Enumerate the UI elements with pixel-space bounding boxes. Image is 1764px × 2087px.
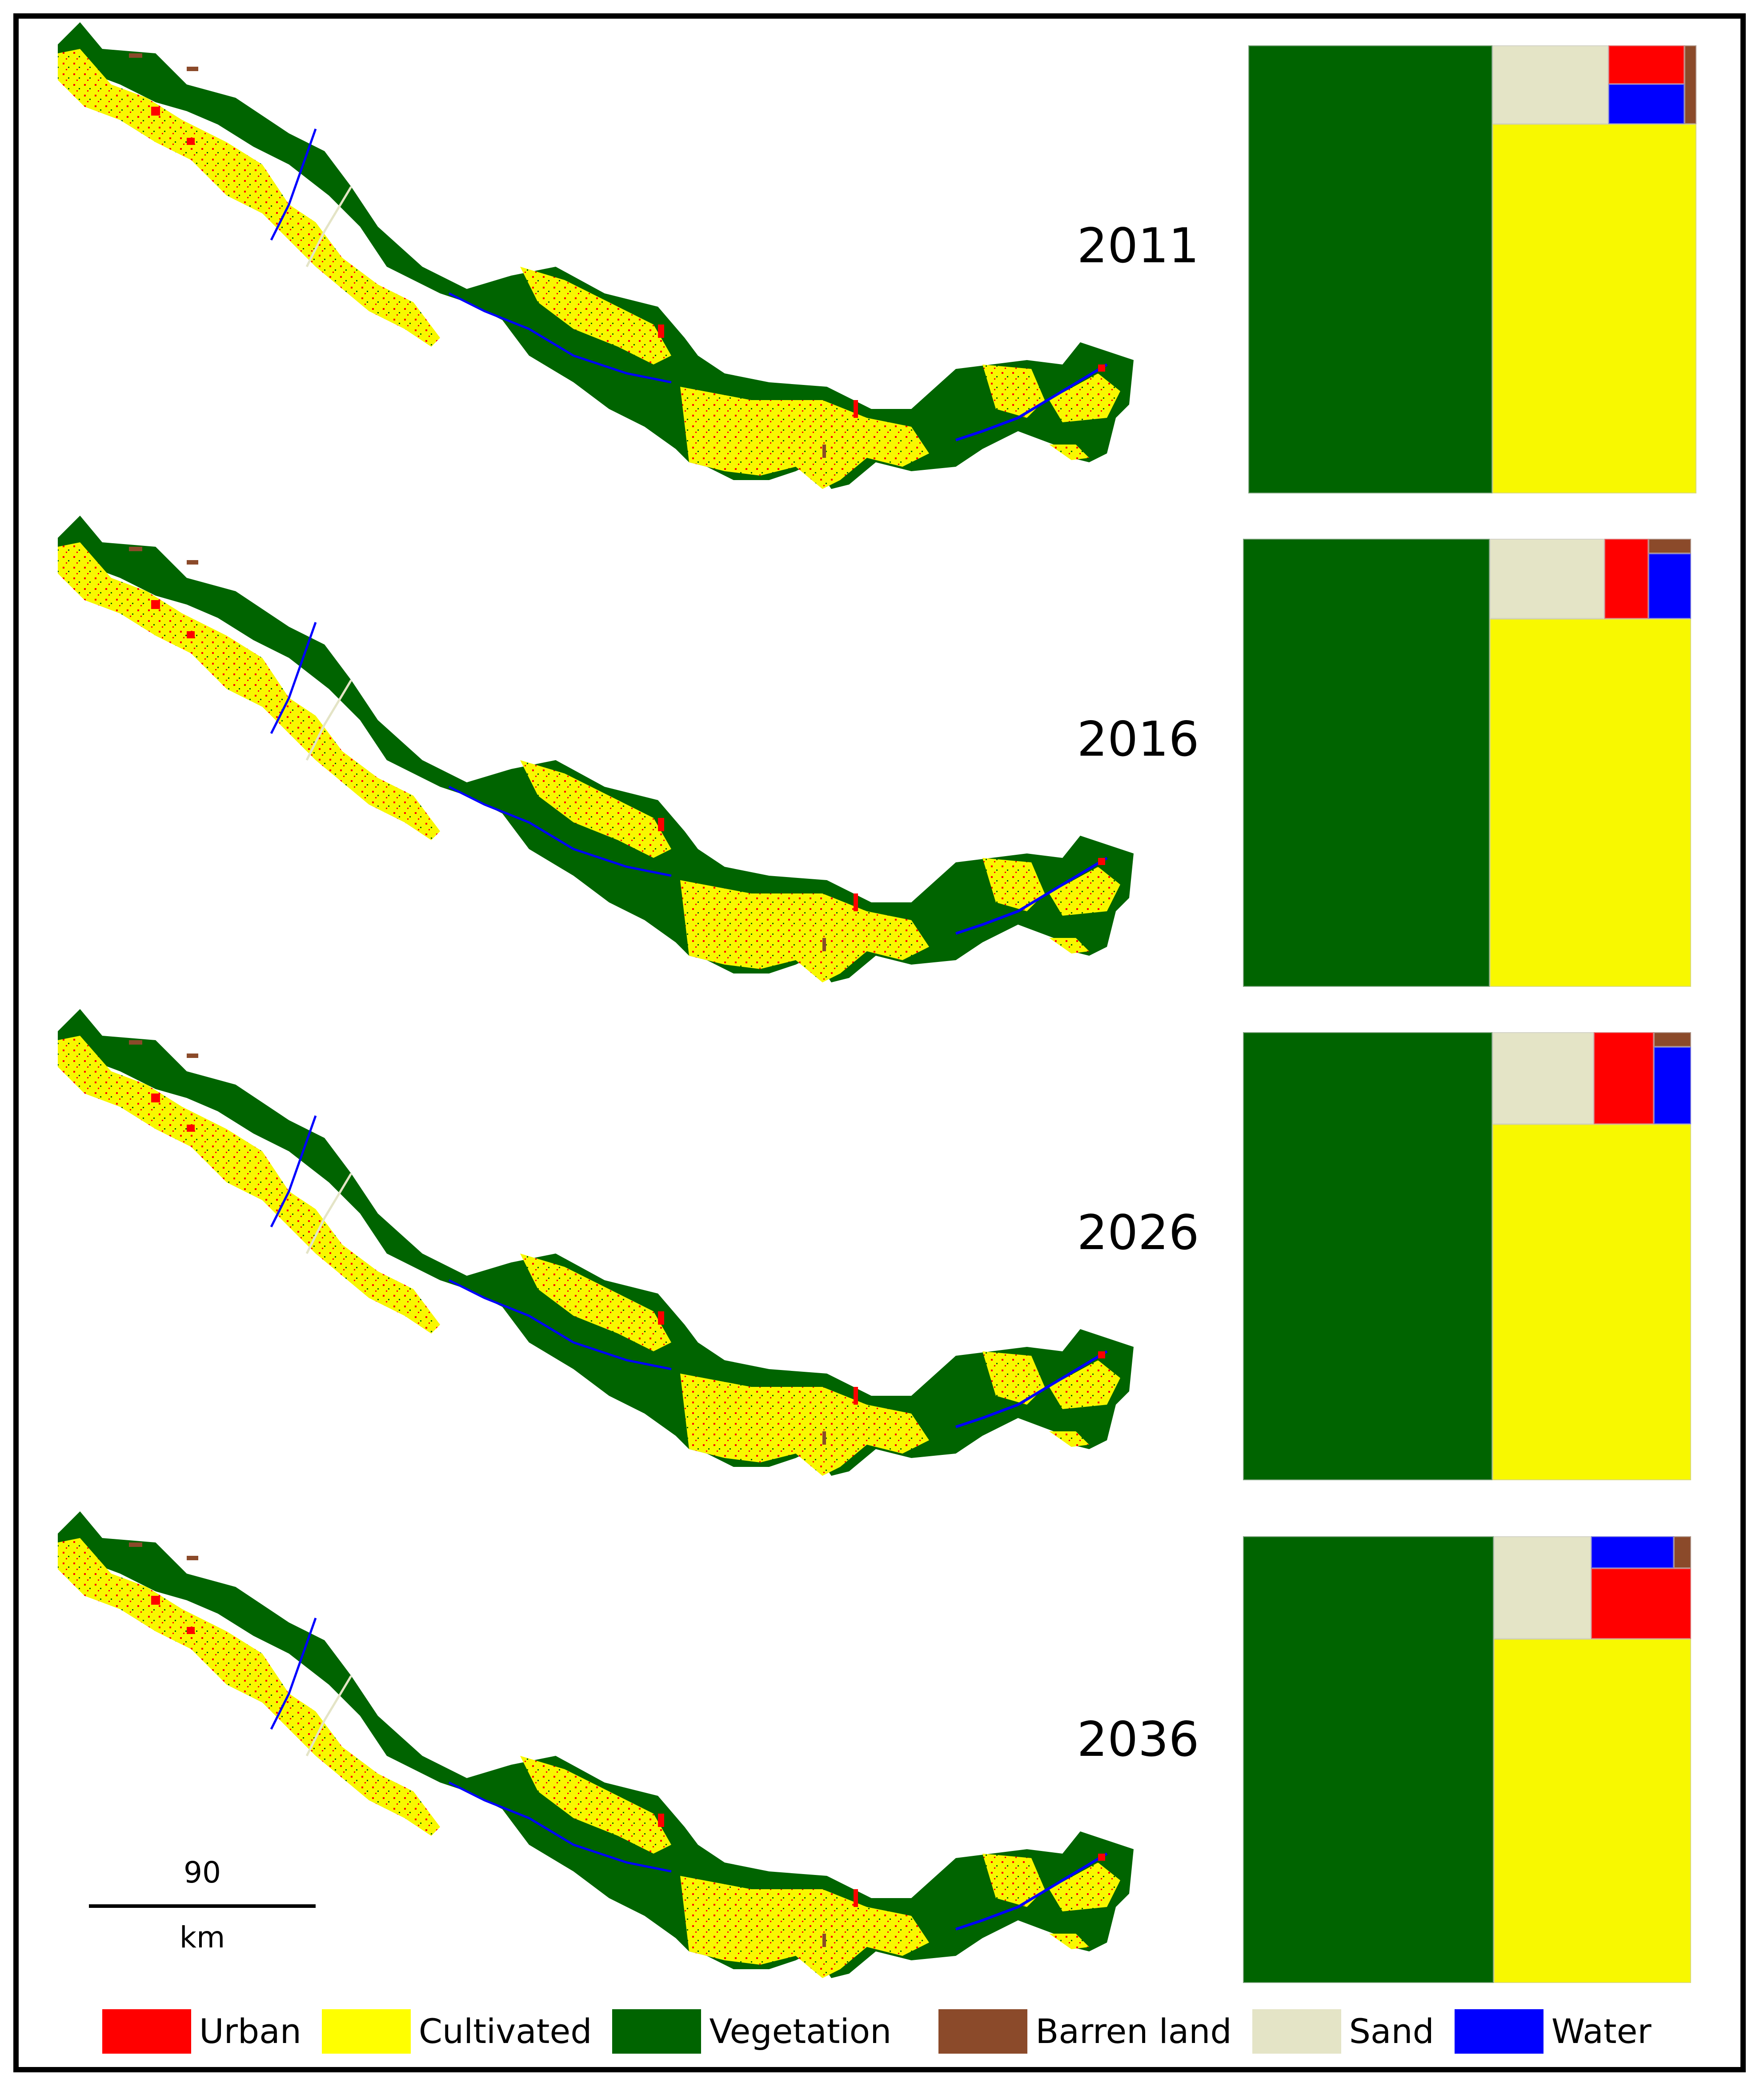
- treemap-2036: [1243, 1536, 1691, 1983]
- treemap-2026: [1243, 1032, 1691, 1480]
- treemap-cell-cultivated: [1492, 124, 1696, 493]
- lulc-map-2016: [40, 511, 1205, 1013]
- legend-item-sand: Sand: [1252, 2009, 1434, 2054]
- treemap-cell-sand: [1492, 1032, 1594, 1124]
- legend: Urban Cultivated Vegetation Barren land …: [102, 2000, 1672, 2063]
- treemap-cell-water: [1654, 1047, 1691, 1124]
- legend-item-urban: Urban: [102, 2009, 301, 2054]
- treemap-cell-water: [1591, 1536, 1674, 1568]
- legend-swatch-vegetation: [612, 2009, 702, 2054]
- legend-label: Urban: [199, 2011, 301, 2051]
- treemap-cell-barren: [1684, 45, 1696, 124]
- legend-swatch-cultivated: [321, 2009, 411, 2054]
- treemap-cell-barren: [1674, 1536, 1691, 1568]
- legend-item-barren: Barren land: [938, 2009, 1232, 2054]
- lulc-map-2011: [40, 18, 1205, 520]
- treemap-cell-urban: [1594, 1032, 1654, 1124]
- treemap-cell-sand: [1494, 1536, 1591, 1639]
- legend-item-vegetation: Vegetation: [612, 2009, 891, 2054]
- legend-label: Barren land: [1035, 2011, 1232, 2051]
- scale-bar-line: [89, 1904, 316, 1908]
- treemap-cell-barren: [1648, 539, 1691, 553]
- treemap-cell-water: [1608, 84, 1684, 124]
- legend-label: Sand: [1349, 2011, 1434, 2051]
- treemap-cell-urban: [1604, 539, 1648, 619]
- legend-swatch-urban: [102, 2009, 191, 2054]
- treemap-2016: [1243, 539, 1691, 987]
- year-label: 2011: [1077, 218, 1199, 274]
- treemap-cell-vegetation: [1243, 539, 1490, 987]
- treemap-cell-cultivated: [1494, 1639, 1691, 1983]
- legend-swatch-water: [1454, 2009, 1544, 2054]
- year-label: 2016: [1077, 712, 1199, 767]
- treemap-cell-urban: [1608, 45, 1684, 84]
- treemap-cell-vegetation: [1243, 1536, 1494, 1983]
- legend-label: Cultivated: [418, 2011, 592, 2051]
- legend-label: Water: [1551, 2011, 1652, 2051]
- treemap-cell-water: [1648, 553, 1691, 619]
- treemap-cell-vegetation: [1248, 45, 1492, 493]
- treemap-cell-sand: [1490, 539, 1604, 619]
- treemap-cell-cultivated: [1492, 1124, 1691, 1480]
- legend-label: Vegetation: [709, 2011, 892, 2051]
- year-label: 2036: [1077, 1712, 1199, 1767]
- lulc-map-2026: [40, 1005, 1205, 1507]
- scale-bar-value: 90: [184, 1855, 221, 1890]
- treemap-cell-vegetation: [1243, 1032, 1492, 1480]
- legend-swatch-sand: [1252, 2009, 1341, 2054]
- treemap-cell-barren: [1654, 1032, 1691, 1047]
- legend-item-cultivated: Cultivated: [321, 2009, 592, 2054]
- treemap-2011: [1248, 45, 1696, 493]
- treemap-cell-cultivated: [1490, 619, 1691, 987]
- legend-item-water: Water: [1454, 2009, 1652, 2054]
- scale-bar-unit: km: [179, 1920, 225, 1955]
- scale-bar: 90 km: [89, 1858, 316, 1952]
- treemap-cell-sand: [1492, 45, 1608, 124]
- legend-swatch-barren: [938, 2009, 1028, 2054]
- year-label: 2026: [1077, 1205, 1199, 1261]
- treemap-cell-urban: [1591, 1568, 1691, 1639]
